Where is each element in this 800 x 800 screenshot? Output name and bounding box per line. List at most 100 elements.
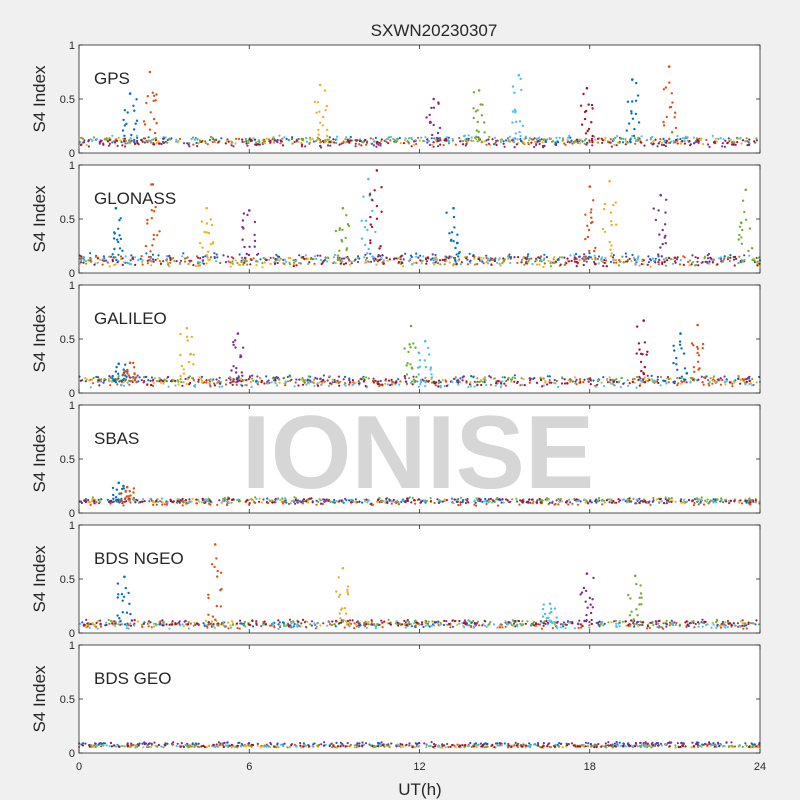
data-point bbox=[437, 102, 440, 106]
data-point bbox=[335, 590, 338, 593]
data-point bbox=[166, 141, 169, 144]
data-point bbox=[548, 619, 551, 622]
data-point bbox=[130, 742, 133, 745]
data-point bbox=[470, 136, 473, 139]
data-point bbox=[166, 376, 169, 379]
data-point bbox=[463, 134, 467, 137]
data-point bbox=[364, 620, 367, 624]
data-point bbox=[667, 65, 671, 68]
data-point bbox=[296, 501, 299, 504]
data-point bbox=[658, 258, 661, 262]
data-point bbox=[523, 263, 526, 266]
data-point bbox=[483, 381, 486, 384]
data-point bbox=[741, 259, 744, 262]
data-point bbox=[120, 487, 124, 491]
data-point bbox=[346, 588, 349, 591]
data-point bbox=[538, 136, 541, 139]
data-point bbox=[418, 623, 422, 626]
data-point bbox=[364, 243, 367, 247]
data-point bbox=[548, 379, 551, 382]
data-point bbox=[375, 625, 378, 628]
data-point bbox=[615, 501, 618, 504]
data-point bbox=[585, 260, 588, 263]
data-point bbox=[118, 617, 121, 620]
data-point bbox=[319, 141, 322, 144]
data-point bbox=[168, 137, 171, 141]
data-point bbox=[330, 742, 333, 745]
data-point bbox=[236, 261, 239, 265]
data-point bbox=[123, 124, 127, 127]
data-point bbox=[150, 745, 153, 749]
data-point bbox=[665, 619, 668, 623]
data-point bbox=[610, 244, 613, 247]
data-point bbox=[203, 230, 206, 234]
data-point bbox=[338, 593, 342, 596]
data-point bbox=[424, 501, 427, 504]
data-point bbox=[362, 195, 365, 198]
panel-label: SBAS bbox=[94, 429, 139, 448]
data-point bbox=[332, 138, 335, 141]
data-point bbox=[119, 217, 122, 220]
data-point bbox=[610, 501, 614, 504]
data-point bbox=[596, 141, 599, 144]
data-point bbox=[578, 259, 581, 262]
data-point bbox=[692, 344, 695, 347]
data-point bbox=[484, 379, 487, 382]
data-point bbox=[452, 206, 455, 210]
data-point bbox=[564, 627, 567, 630]
data-point bbox=[620, 376, 623, 380]
data-point bbox=[544, 140, 547, 143]
data-point bbox=[140, 255, 143, 258]
data-point bbox=[369, 239, 372, 242]
data-point bbox=[369, 252, 372, 255]
data-point bbox=[540, 138, 543, 141]
data-point bbox=[578, 138, 581, 141]
data-point bbox=[190, 138, 193, 141]
data-point bbox=[338, 143, 341, 146]
data-point bbox=[628, 614, 632, 617]
data-point bbox=[642, 263, 645, 266]
data-point bbox=[696, 139, 699, 142]
data-point bbox=[610, 223, 613, 227]
data-point bbox=[584, 132, 588, 135]
data-point bbox=[260, 501, 263, 504]
data-point bbox=[147, 620, 150, 623]
data-point bbox=[99, 625, 103, 628]
data-point bbox=[189, 622, 192, 625]
data-point bbox=[274, 139, 277, 142]
data-point bbox=[207, 258, 210, 262]
data-point bbox=[301, 502, 305, 505]
data-point bbox=[215, 604, 218, 608]
data-point bbox=[739, 499, 742, 502]
data-point bbox=[404, 137, 407, 140]
data-point bbox=[397, 261, 400, 264]
data-point bbox=[706, 257, 710, 260]
data-point bbox=[338, 622, 341, 625]
data-point bbox=[431, 143, 434, 146]
data-point bbox=[404, 501, 407, 504]
data-point bbox=[360, 219, 363, 222]
data-point bbox=[86, 622, 89, 625]
data-point bbox=[628, 382, 631, 385]
data-point bbox=[367, 177, 370, 181]
data-point bbox=[204, 498, 207, 501]
data-point bbox=[340, 262, 343, 265]
data-point bbox=[267, 379, 270, 382]
data-point bbox=[380, 619, 383, 622]
data-point bbox=[748, 138, 751, 141]
data-point bbox=[116, 614, 119, 617]
data-point bbox=[210, 623, 213, 626]
data-point bbox=[693, 142, 696, 145]
data-point bbox=[638, 384, 641, 387]
data-point bbox=[231, 260, 234, 263]
data-point bbox=[257, 143, 260, 146]
data-point bbox=[240, 742, 243, 746]
data-point bbox=[563, 263, 566, 266]
data-point bbox=[594, 262, 597, 265]
data-point bbox=[641, 623, 644, 627]
data-point bbox=[511, 110, 515, 113]
data-point bbox=[672, 258, 675, 261]
data-point bbox=[271, 501, 274, 504]
data-point bbox=[548, 381, 551, 384]
data-point bbox=[456, 500, 459, 503]
